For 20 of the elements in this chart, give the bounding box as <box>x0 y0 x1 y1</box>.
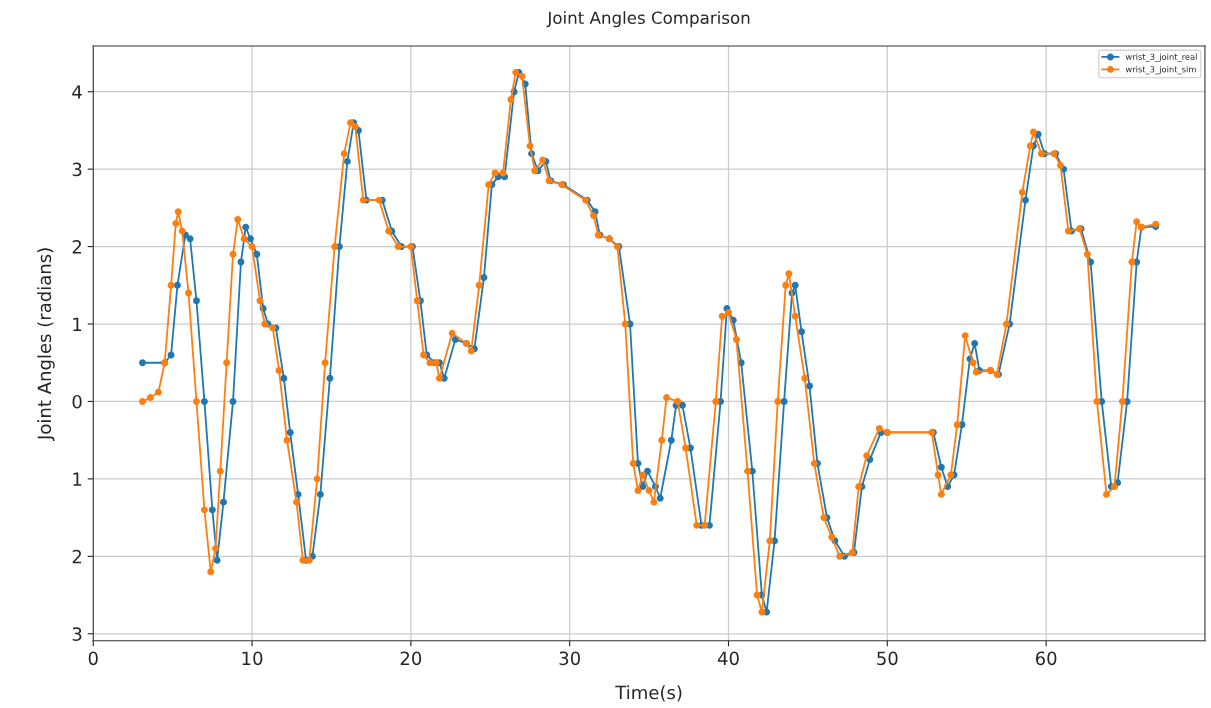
y-axis-title: Joint Angles (radians) <box>37 248 55 441</box>
y-tick-label: 0 <box>72 394 82 409</box>
legend-label: wrist_3_joint_real <box>1125 53 1197 62</box>
x-tick-label: 60 <box>1035 651 1057 666</box>
y-tick-label: 2 <box>72 549 82 564</box>
y-tick-label: 3 <box>72 162 82 177</box>
x-tick-label: 20 <box>400 651 422 666</box>
x-tick-label: 10 <box>242 651 263 666</box>
x-tick-label: 30 <box>559 651 580 666</box>
y-tick-label: 1 <box>73 472 82 486</box>
y-tick-label: 3 <box>72 627 82 641</box>
x-tick-label: 50 <box>877 651 898 666</box>
legend-label: wrist_3_joint_sim <box>1125 65 1196 75</box>
y-tick-label: 2 <box>72 240 82 254</box>
y-tick-label: 4 <box>72 85 82 99</box>
x-axis-title: Time(s) <box>615 685 682 702</box>
chart-title: Joint Angles Comparison <box>546 11 750 28</box>
x-tick-label: 0 <box>88 651 98 666</box>
y-tick-label: 1 <box>73 317 82 331</box>
x-tick-label: 40 <box>717 651 739 666</box>
